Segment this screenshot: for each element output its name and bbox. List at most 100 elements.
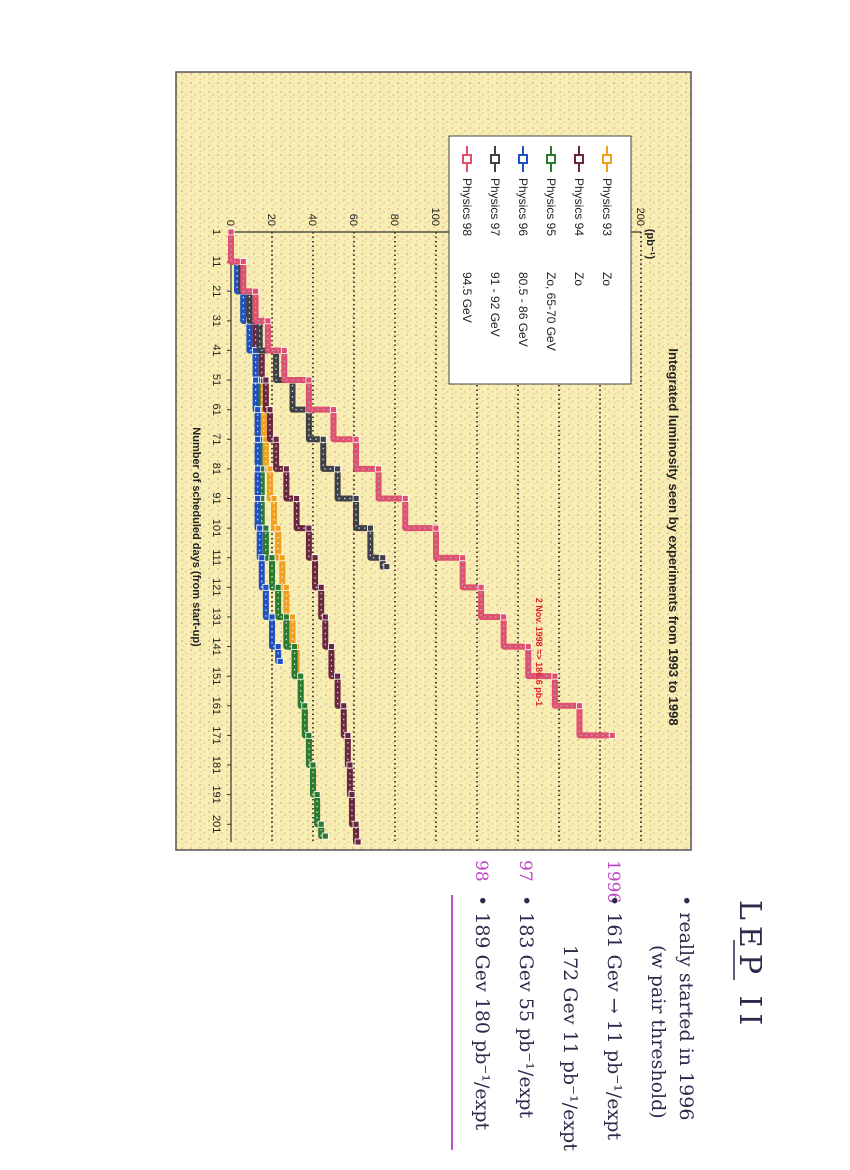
- data-point: [256, 524, 264, 532]
- tick-layer: 0204060801001201401601802001112131415161…: [210, 208, 646, 834]
- x-tick-label: 111: [210, 549, 222, 566]
- data-point: [379, 554, 387, 562]
- y-tick-label: 80: [388, 214, 400, 226]
- data-point: [282, 583, 290, 591]
- chart-title: Integrated luminosity seen by experiment…: [666, 348, 681, 725]
- data-point: [344, 731, 352, 739]
- x-tick-label: 81: [210, 463, 222, 475]
- x-tick-label: 1: [210, 229, 222, 235]
- y-tick-label: 100: [429, 208, 441, 226]
- data-point: [276, 657, 284, 665]
- legend-item: Physics 94 Zo: [572, 146, 586, 286]
- data-point: [319, 435, 327, 443]
- legend-series-label: 94.5 GeV: [460, 272, 474, 323]
- data-point: [272, 435, 280, 443]
- legend-item: Physics 93 Zo: [600, 146, 614, 286]
- series-marker-trail: [230, 232, 613, 736]
- note-line: • really started in 1996: [675, 895, 697, 1120]
- note-year: 1996: [603, 860, 623, 903]
- legend-series-label: Zo: [572, 272, 586, 286]
- data-point: [366, 524, 374, 532]
- data-point: [524, 643, 532, 650]
- x-tick-label: 31: [210, 315, 222, 327]
- legend-series-name: Physics 97: [488, 178, 502, 236]
- x-tick-label: 71: [210, 433, 222, 445]
- data-point: [459, 554, 467, 562]
- legend: Physics 93 Zo Physics 94 Zo Physics 95 Zo, 65…: [448, 135, 632, 385]
- data-point: [576, 702, 583, 710]
- legend-box: [448, 135, 632, 385]
- data-point: [375, 465, 383, 473]
- data-point: [262, 583, 270, 591]
- y-tick-label: 20: [265, 214, 277, 226]
- legend-series-name: Physics 93: [600, 178, 614, 236]
- data-point: [305, 524, 313, 532]
- x-tick-label: 141: [210, 637, 222, 655]
- x-tick-label: 181: [210, 756, 222, 774]
- data-point: [309, 761, 317, 769]
- note-text: • 189 Gev 180 pb⁻¹/expt: [471, 895, 493, 1131]
- legend-item: Physics 98 94.5 GeV: [460, 146, 474, 323]
- data-point: [278, 554, 286, 562]
- x-tick-label: 101: [210, 519, 222, 537]
- data-point: [352, 820, 360, 828]
- note-line: 1996• 161 Gev → 11 pb⁻¹/expt: [603, 860, 625, 1140]
- data-point: [340, 702, 348, 710]
- data-point: [291, 643, 298, 650]
- data-point: [311, 554, 319, 562]
- data-point: [282, 465, 290, 473]
- data-point: [266, 406, 274, 414]
- x-tick-label: 191: [210, 785, 222, 803]
- legend-item: Physics 96 80.5 - 86 GeV: [516, 146, 530, 347]
- data-point: [321, 613, 329, 621]
- x-tick-label: 131: [210, 608, 222, 626]
- data-point: [317, 820, 325, 828]
- data-point: [328, 643, 335, 650]
- data-point: [321, 832, 329, 840]
- note-text: • 183 Gev 55 pb⁻¹/expt: [515, 895, 537, 1118]
- legend-series-label: Zo: [600, 272, 614, 286]
- note-year: 97: [515, 860, 535, 882]
- data-point: [264, 317, 272, 325]
- y-tick-label: 200: [634, 208, 646, 226]
- data-point: [289, 613, 296, 621]
- x-tick-label: 121: [210, 578, 222, 596]
- data-point: [239, 258, 247, 266]
- legend-swatch-marker: [490, 154, 500, 164]
- data-point: [301, 702, 309, 710]
- data-point: [268, 613, 276, 621]
- legend-series-name: Physics 94: [572, 178, 586, 236]
- data-point: [305, 376, 313, 384]
- legend-series-label: 80.5 - 86 GeV: [516, 272, 530, 347]
- data-point: [274, 583, 282, 591]
- legend-swatch-marker: [602, 154, 612, 164]
- data-point: [346, 761, 354, 769]
- data-point: [354, 838, 362, 846]
- x-tick-label: 51: [210, 374, 222, 386]
- data-point: [477, 583, 485, 591]
- x-tick-label: 61: [210, 404, 222, 416]
- note-text: (w pair threshold): [647, 945, 669, 1119]
- x-tick-label: 21: [210, 285, 222, 297]
- data-point: [268, 554, 276, 562]
- data-point: [252, 287, 260, 295]
- note-line: 172 Gev 11 pb⁻¹/expt: [559, 945, 581, 1151]
- data-point: [551, 672, 559, 680]
- data-point: [274, 524, 282, 532]
- data-point: [334, 672, 342, 680]
- legend-series-name: Physics 98: [460, 178, 474, 236]
- note-text: • 161 Gev → 11 pb⁻¹/expt: [603, 895, 625, 1140]
- legend-series-label: 91 - 92 GeV: [488, 272, 502, 337]
- data-point: [266, 465, 274, 473]
- record-annotation: 2 Nov. 1998 => 186.6 pb-1: [534, 598, 544, 706]
- notes-title: LEP II: [732, 900, 767, 1031]
- data-point: [401, 495, 409, 502]
- legend-series-name: Physics 95: [544, 178, 558, 236]
- legend-item: Physics 95 Zo, 65-70 GeV: [544, 146, 558, 351]
- data-point: [274, 643, 282, 650]
- x-tick-label: 171: [210, 726, 222, 744]
- data-point: [608, 731, 616, 739]
- series-physics-98: [227, 228, 616, 739]
- data-point: [334, 465, 342, 473]
